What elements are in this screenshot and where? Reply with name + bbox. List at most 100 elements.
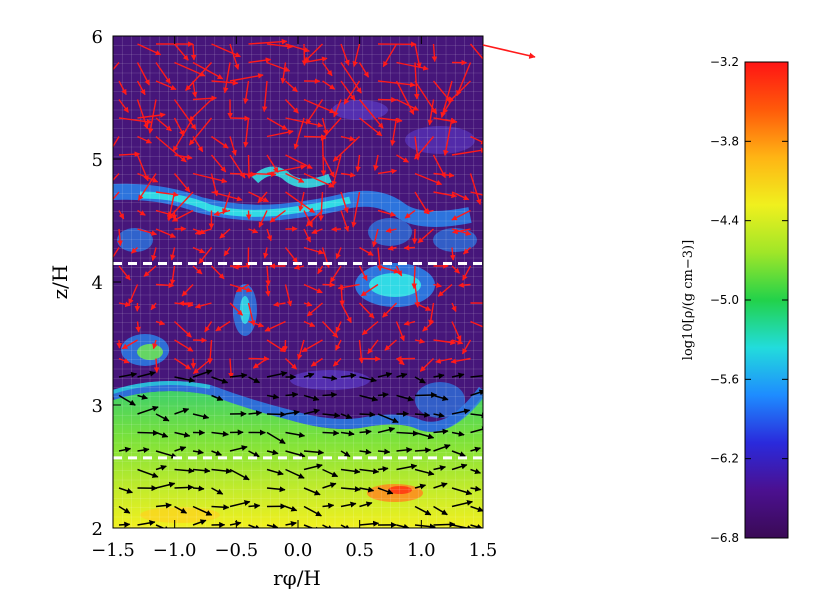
velocity-vector xyxy=(433,339,456,346)
velocity-vector xyxy=(433,444,451,452)
x-tick-label: 1.5 xyxy=(469,540,498,561)
velocity-vector xyxy=(223,247,231,257)
velocity-vector xyxy=(248,376,261,384)
velocity-vector xyxy=(360,283,379,297)
velocity-vector xyxy=(174,61,206,77)
velocity-vector xyxy=(248,410,263,417)
velocity-vector xyxy=(128,284,139,305)
velocity-vector xyxy=(333,99,342,118)
velocity-vector xyxy=(451,463,468,471)
velocity-vector xyxy=(451,408,471,415)
velocity-vector xyxy=(451,372,465,379)
velocity-vector xyxy=(367,339,379,355)
velocity-vector xyxy=(359,486,375,493)
velocity-vector xyxy=(211,450,222,456)
velocity-vector xyxy=(359,117,383,137)
velocity-vector xyxy=(192,136,204,153)
velocity-vector xyxy=(469,43,483,60)
velocity-vector xyxy=(116,339,122,349)
velocity-vector xyxy=(414,302,432,312)
velocity-vector xyxy=(173,173,191,193)
velocity-vector xyxy=(359,246,374,257)
velocity-vector xyxy=(285,154,313,170)
velocity-vector xyxy=(396,98,420,111)
velocity-vector xyxy=(303,228,312,243)
velocity-vector xyxy=(135,321,141,333)
velocity-vector xyxy=(322,80,336,90)
velocity-vector xyxy=(395,80,415,115)
velocity-vector xyxy=(173,117,185,137)
velocity-vector xyxy=(137,228,158,236)
velocity-vector xyxy=(137,519,156,526)
velocity-vector xyxy=(297,339,305,360)
velocity-vector xyxy=(171,209,194,222)
x-tick-label: 0.0 xyxy=(284,540,313,561)
velocity-vector xyxy=(194,302,212,309)
velocity-vector xyxy=(396,463,418,471)
velocity-vector xyxy=(118,487,133,494)
velocity-vector xyxy=(359,501,373,508)
velocity-vector xyxy=(303,487,321,496)
velocity-vector xyxy=(247,302,256,327)
velocity-vector xyxy=(222,62,231,94)
velocity-vector xyxy=(433,282,442,288)
velocity-vector xyxy=(451,191,470,201)
velocity-vector xyxy=(359,411,376,418)
velocity-vector xyxy=(174,446,187,452)
velocity-vector xyxy=(245,210,252,221)
velocity-vector xyxy=(433,172,455,178)
velocity-vector xyxy=(136,80,146,96)
velocity-vector xyxy=(451,147,483,156)
velocity-vector xyxy=(137,468,159,478)
velocity-vector xyxy=(285,43,310,53)
velocity-vector xyxy=(155,450,178,459)
velocity-vector xyxy=(470,412,483,419)
velocity-vector xyxy=(210,173,219,197)
velocity-vector xyxy=(303,463,323,471)
velocity-vector xyxy=(118,394,136,406)
velocity-vector xyxy=(285,520,297,527)
velocity-vector xyxy=(118,80,127,96)
velocity-vector xyxy=(358,62,370,78)
velocity-vector xyxy=(155,228,176,238)
velocity-vector xyxy=(229,136,237,156)
velocity-vector xyxy=(211,468,232,475)
velocity-vector xyxy=(174,431,191,438)
velocity-vector xyxy=(417,228,434,244)
velocity-vector xyxy=(451,499,473,508)
velocity-vector xyxy=(192,413,210,420)
velocity-vector xyxy=(136,99,149,130)
velocity-vector xyxy=(331,154,342,187)
velocity-vector xyxy=(137,405,159,415)
velocity-vector xyxy=(266,370,288,378)
velocity-vector xyxy=(113,62,120,71)
velocity-vector xyxy=(285,409,300,416)
velocity-vector xyxy=(451,209,471,221)
velocity-vector xyxy=(229,115,251,122)
velocity-vector xyxy=(433,505,448,516)
velocity-vector xyxy=(153,358,160,373)
velocity-vector xyxy=(322,375,338,382)
velocity-vector xyxy=(384,339,397,351)
velocity-vector xyxy=(211,265,225,280)
velocity-vector xyxy=(284,247,298,264)
velocity-vector xyxy=(113,247,120,259)
velocity-vector xyxy=(266,523,279,528)
velocity-vector xyxy=(192,172,228,184)
velocity-vector xyxy=(414,523,436,528)
y-tick-label: 2 xyxy=(92,519,103,540)
velocity-vector xyxy=(340,302,352,324)
velocity-vector xyxy=(263,247,269,259)
velocity-vector xyxy=(215,320,231,332)
velocity-vector xyxy=(311,228,323,234)
velocity-vector xyxy=(174,357,192,370)
velocity-vector xyxy=(428,302,435,326)
velocity-vector xyxy=(306,302,323,317)
colorbar-tick-label: −5.6 xyxy=(710,372,739,386)
velocity-vector xyxy=(414,80,437,115)
velocity-vector xyxy=(433,412,445,419)
velocity-vector xyxy=(450,357,471,364)
velocity-vector xyxy=(451,430,465,437)
velocity-vector xyxy=(155,413,170,422)
velocity-vector xyxy=(155,282,175,289)
